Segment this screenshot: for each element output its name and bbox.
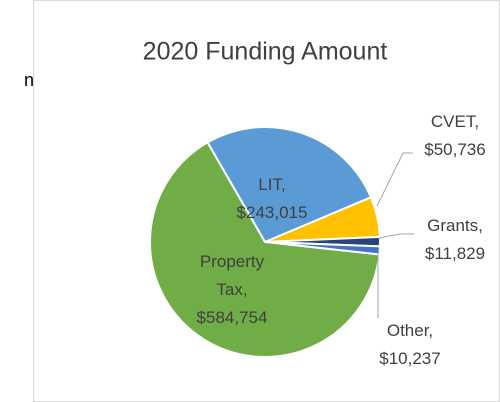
chart-title: 2020 Funding Amount <box>142 37 388 66</box>
label-name: Other, <box>386 321 434 340</box>
leader-line <box>378 233 414 239</box>
label-name: LIT, <box>258 175 286 194</box>
pie-slice <box>206 126 373 244</box>
label-value: $11,829 <box>424 244 486 263</box>
label-name: CVET, <box>430 112 480 131</box>
data-label: Grants, $11,829 <box>405 212 500 268</box>
label-value: $584,754 <box>196 308 268 327</box>
side-text: n <box>24 70 35 90</box>
label-value: $243,015 <box>236 203 308 222</box>
data-label: LIT, $243,015 <box>217 171 327 227</box>
label-name: Property Tax, <box>199 252 265 299</box>
label-value: $10,237 <box>379 349 441 368</box>
data-label: Other, $10,237 <box>360 317 460 373</box>
leader-line <box>376 152 413 207</box>
label-value: $50,736 <box>424 140 486 159</box>
label-name: Grants, <box>427 216 483 235</box>
data-label: CVET, $50,736 <box>405 108 500 164</box>
data-label: Property Tax, $584,754 <box>182 248 282 332</box>
pie-slice <box>149 141 381 358</box>
